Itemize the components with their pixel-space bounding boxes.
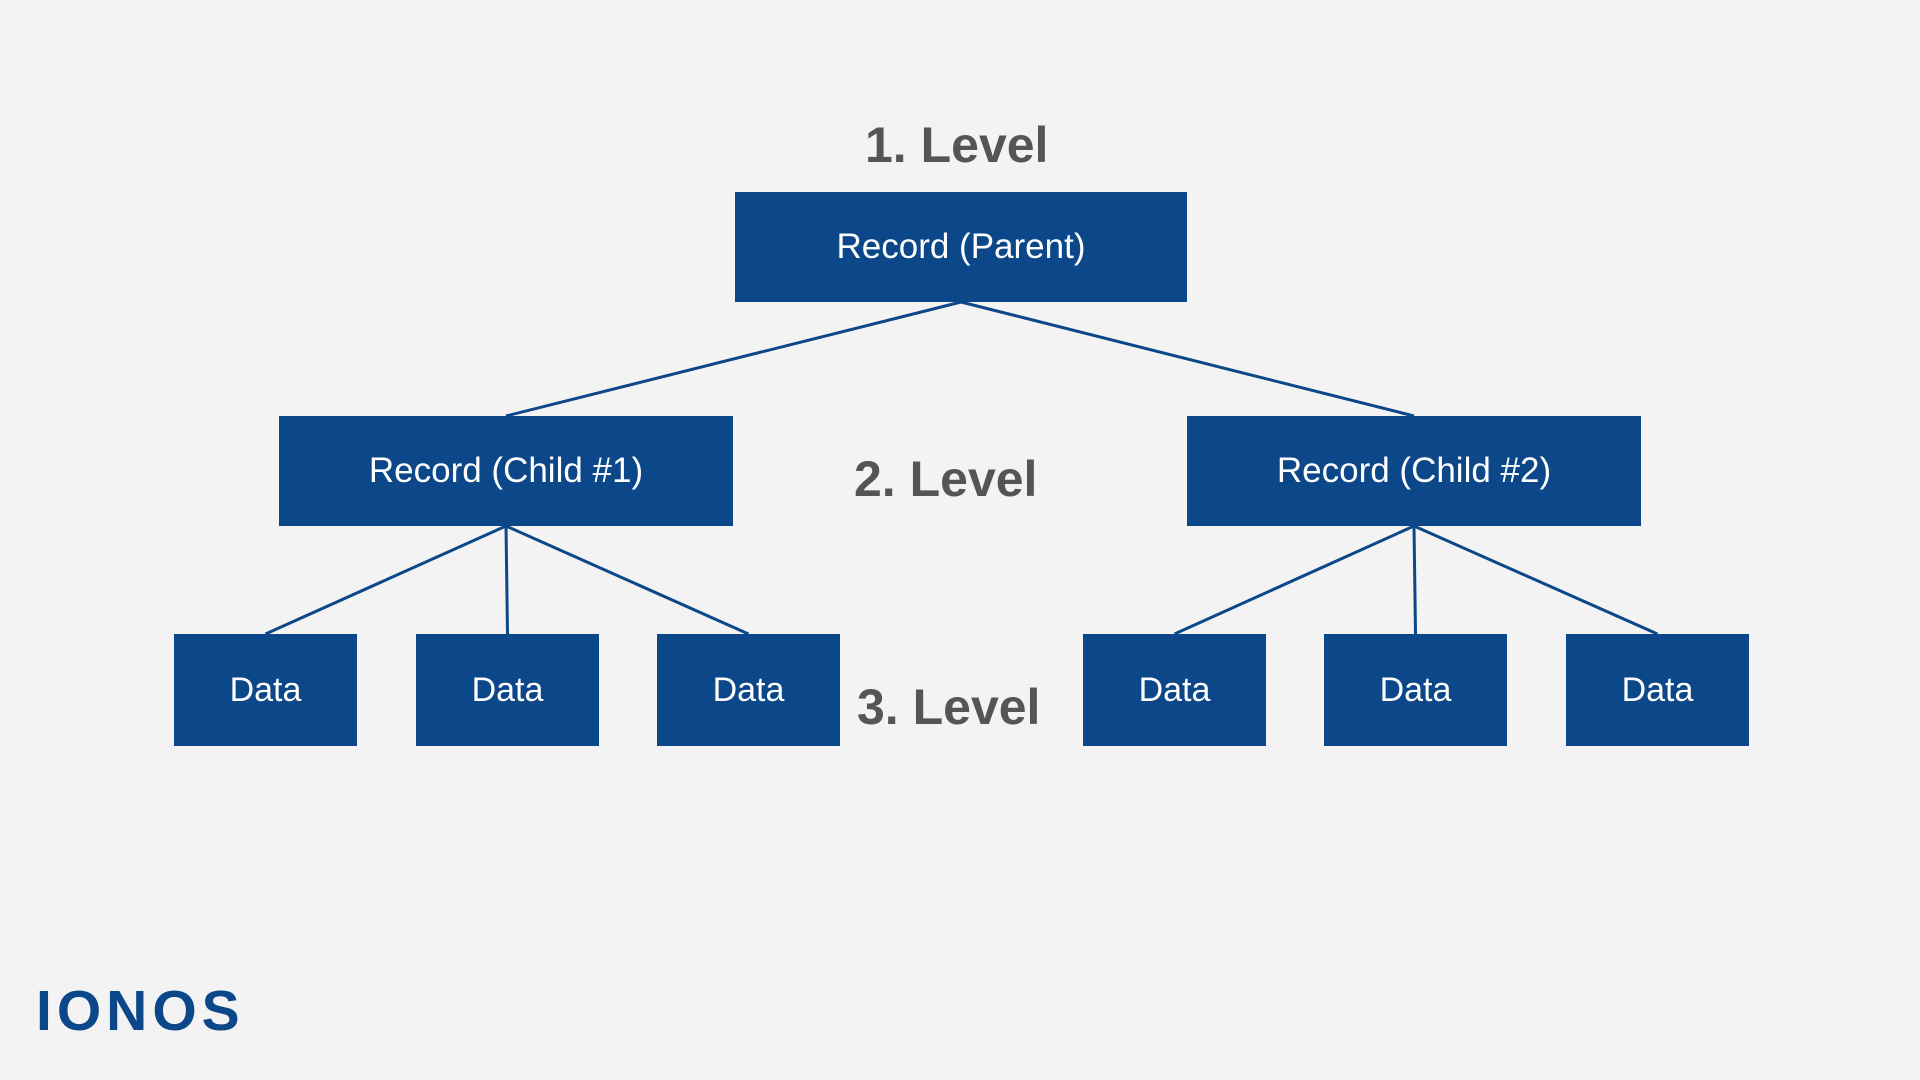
tree-diagram: 1. Level 2. Level 3. Level Record (Paren… [0,0,1920,1080]
node-parent: Record (Parent) [735,192,1187,302]
node-data-6: Data [1566,634,1749,746]
level-3-label: 3. Level [857,678,1040,736]
node-data-2: Data [416,634,599,746]
level-1-label: 1. Level [865,116,1048,174]
node-data-1: Data [174,634,357,746]
ionos-logo: IONOS [36,978,245,1044]
node-data-3: Data [657,634,840,746]
node-data-4: Data [1083,634,1266,746]
level-2-label: 2. Level [854,450,1037,508]
node-data-5: Data [1324,634,1507,746]
node-child-1: Record (Child #1) [279,416,733,526]
node-child-2: Record (Child #2) [1187,416,1641,526]
